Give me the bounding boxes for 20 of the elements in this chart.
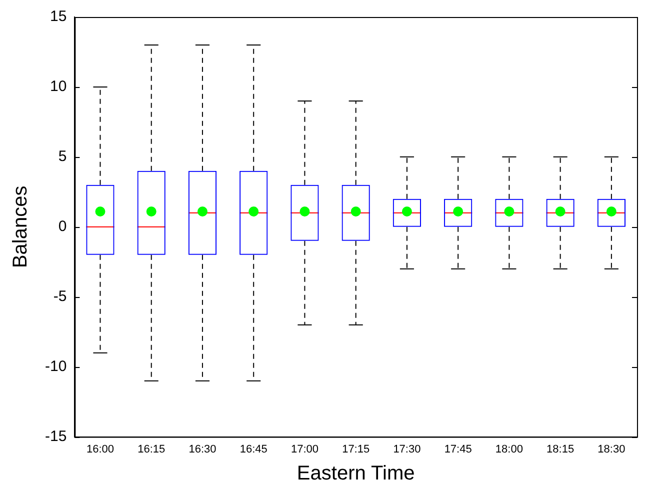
x-tick-label: 16:15 <box>138 443 166 456</box>
y-tick-label: 10 <box>50 78 67 96</box>
y-tick-label: -5 <box>53 288 67 306</box>
x-tick-label: 17:15 <box>342 443 370 456</box>
x-tick-label: 18:30 <box>598 443 626 456</box>
x-axis-title: Eastern Time <box>296 462 415 485</box>
x-tick-label: 18:15 <box>546 443 574 456</box>
y-axis-title: Balances <box>10 186 32 268</box>
x-tick-label: 16:45 <box>240 443 268 456</box>
x-tick-label: 18:00 <box>495 443 523 456</box>
x-tick-label: 17:00 <box>290 443 318 456</box>
x-tick-label: 17:30 <box>393 443 421 456</box>
y-tick-label: 0 <box>58 218 67 236</box>
x-tick-label: 17:45 <box>444 443 472 456</box>
x-tick-label: 16:30 <box>188 443 216 456</box>
y-tick-label: 15 <box>50 8 67 26</box>
y-tick-label: -15 <box>44 428 67 445</box>
x-tick-label: 16:00 <box>86 443 114 456</box>
y-tick-label: 5 <box>58 148 67 166</box>
y-tick-label: -10 <box>44 358 67 375</box>
